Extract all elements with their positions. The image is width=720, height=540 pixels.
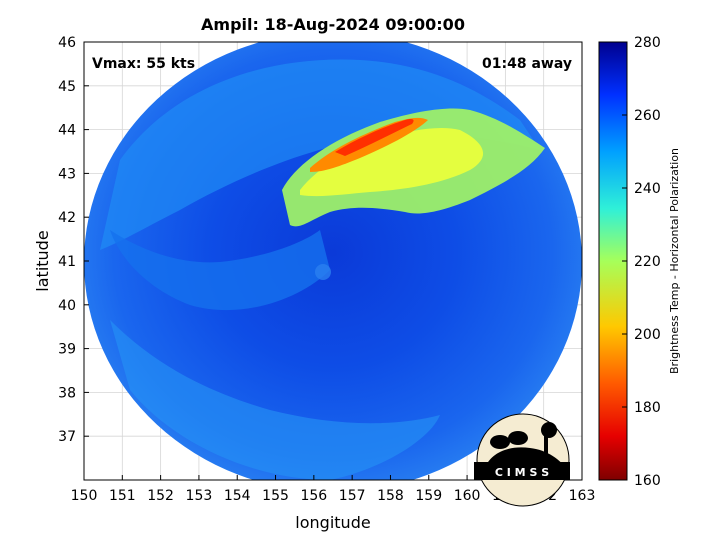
y-tick-label: 41 (58, 254, 76, 270)
chart-title: Ampil: 18-Aug-2024 09:00:00 (201, 15, 465, 34)
x-axis-label: longitude (295, 513, 370, 532)
y-tick-label: 37 (58, 429, 76, 445)
colorbar-tick-label: 200 (634, 327, 661, 343)
x-axis-ticks: 1501511521531541551561571581591601611621… (71, 475, 596, 504)
y-tick-label: 38 (58, 385, 76, 401)
colorbar-tick-label: 240 (634, 181, 661, 197)
colorbar-tick-label: 180 (634, 400, 661, 416)
x-tick-label: 160 (454, 488, 481, 504)
colorbar-ticks: 160 180 200 220 240 260 280 (622, 35, 661, 489)
y-tick-label: 40 (58, 298, 76, 314)
y-axis-ticks: 37 38 39 40 41 42 43 44 45 46 (58, 35, 89, 445)
x-tick-label: 151 (109, 488, 136, 504)
x-tick-label: 159 (415, 488, 442, 504)
x-tick-label: 163 (569, 488, 596, 504)
y-tick-label: 39 (58, 342, 76, 358)
y-tick-label: 44 (58, 123, 76, 139)
outer-band-bottom (110, 320, 440, 480)
cold-cloud-band-core (300, 127, 484, 197)
storm-center (315, 264, 331, 280)
x-tick-label: 156 (300, 488, 327, 504)
y-axis-label: latitude (33, 230, 52, 291)
swath-image (84, 42, 582, 480)
x-tick-label: 157 (339, 488, 366, 504)
cold-cloud-band-peak (335, 119, 414, 156)
x-tick-label: 155 (262, 488, 289, 504)
colorbar-tick-label: 220 (634, 254, 661, 270)
cimss-logo: C I M S S (474, 413, 570, 507)
vmax-label: Vmax: 55 kts (92, 56, 195, 72)
y-tick-label: 46 (58, 35, 76, 51)
x-tick-label: 154 (224, 488, 251, 504)
x-tick-label: 152 (147, 488, 174, 504)
colorbar-label: Brightness Temp - Horizontal Polarizatio… (668, 148, 681, 374)
x-tick-label: 153 (186, 488, 213, 504)
logo-text: C I M S S (495, 466, 549, 479)
colorbar-tick-label: 260 (634, 108, 661, 124)
x-tick-label: 158 (377, 488, 404, 504)
time-away-label: 01:48 away (482, 56, 572, 72)
y-tick-label: 43 (58, 166, 76, 182)
x-tick-label: 150 (71, 488, 98, 504)
spiral-arm (110, 230, 330, 311)
colorbar-tick-label: 160 (634, 473, 661, 489)
colorbar-tick-label: 280 (634, 35, 661, 51)
y-tick-label: 42 (58, 210, 76, 226)
y-tick-label: 45 (58, 79, 76, 95)
outer-band-top (100, 59, 540, 250)
